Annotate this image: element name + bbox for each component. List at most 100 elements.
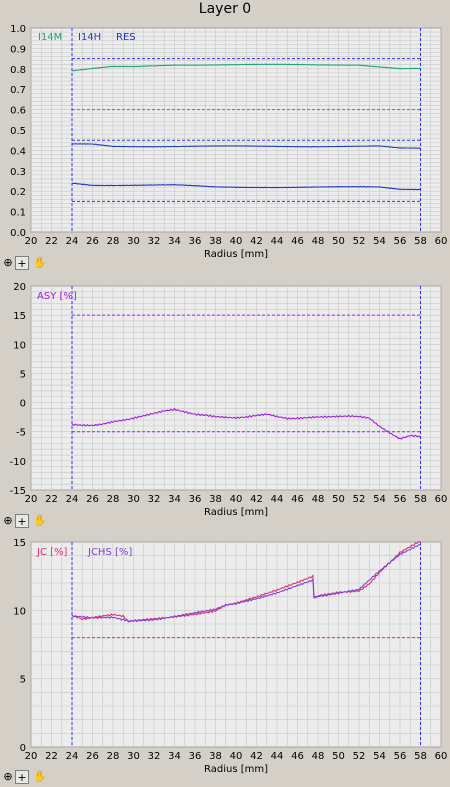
crosshair-icon[interactable]: + bbox=[15, 770, 29, 784]
x-tick-label: 44 bbox=[271, 236, 284, 247]
x-tick-label: 50 bbox=[332, 751, 345, 762]
x-tick-label: 34 bbox=[168, 236, 181, 247]
x-tick-label: 24 bbox=[66, 494, 79, 505]
x-tick-label: 26 bbox=[86, 751, 99, 762]
y-tick-label: 0.5 bbox=[10, 126, 26, 137]
x-tick-label: 60 bbox=[435, 494, 448, 505]
series-line-asy bbox=[71, 407, 421, 440]
x-tick-label: 58 bbox=[414, 494, 427, 505]
x-tick-label: 42 bbox=[250, 494, 263, 505]
legend-entry: JCHS [%] bbox=[87, 547, 132, 558]
chart-middle: 20 22 24 26 28 30 32 34 36 38 40 42 44 46 48 50 52 54 56 58… bbox=[10, 282, 448, 518]
y-tick-label: 0.2 bbox=[10, 187, 26, 198]
x-tick-label: 20 bbox=[25, 494, 38, 505]
legend-entry: RES bbox=[116, 32, 136, 43]
toolbar-bottom: ⊕ + ✋ bbox=[0, 769, 52, 785]
y-tick-label: 0.1 bbox=[10, 208, 26, 219]
y-tick-label: 0.4 bbox=[10, 146, 26, 157]
series-line-jchs bbox=[71, 544, 421, 623]
x-tick-label: 48 bbox=[312, 236, 325, 247]
y-tick-label: 5 bbox=[20, 369, 26, 380]
hand-icon[interactable]: ✋ bbox=[33, 514, 47, 527]
y-tick-label: 0.6 bbox=[10, 106, 26, 117]
x-tick-label: 22 bbox=[45, 494, 58, 505]
toolbar-middle: ⊕ + ✋ bbox=[0, 513, 52, 529]
x-tick-label: 46 bbox=[291, 494, 304, 505]
x-tick-label: 52 bbox=[353, 751, 366, 762]
x-tick-label: 20 bbox=[25, 751, 38, 762]
y-tick-label: 5 bbox=[20, 675, 26, 686]
y-tick-label: 0 bbox=[20, 743, 26, 754]
chart-bottom: 20 22 24 26 28 30 32 34 36 38 40 42 44 46 48 50 52 54 56 58… bbox=[13, 538, 447, 775]
x-tick-label: 24 bbox=[66, 236, 79, 247]
x-tick-label: 54 bbox=[373, 236, 386, 247]
zoom-icon[interactable]: ⊕ bbox=[3, 256, 13, 269]
x-tick-label: 32 bbox=[148, 494, 161, 505]
x-tick-label: 28 bbox=[107, 751, 120, 762]
series-line-i14h bbox=[71, 143, 421, 149]
crosshair-icon[interactable]: + bbox=[15, 256, 29, 270]
x-tick-label: 56 bbox=[394, 236, 407, 247]
panel-middle: 20 22 24 26 28 30 32 34 36 38 40 42 44 46 48 50 52 54 56 58… bbox=[0, 278, 450, 528]
zoom-icon[interactable]: ⊕ bbox=[3, 770, 13, 783]
x-tick-label: 36 bbox=[189, 236, 202, 247]
y-tick-label: 15 bbox=[13, 311, 26, 322]
x-tick-label: 44 bbox=[271, 494, 284, 505]
x-axis-label: Radius [mm] bbox=[204, 249, 268, 260]
x-tick-label: 36 bbox=[189, 751, 202, 762]
series-line-i14m bbox=[71, 63, 421, 72]
x-tick-label: 58 bbox=[414, 751, 427, 762]
y-tick-label: -15 bbox=[10, 486, 26, 497]
y-tick-label: 0.0 bbox=[10, 228, 26, 239]
chart-top: 20 22 24 26 28 30 32 34 36 38 40 42 44 46 48 50 52 54 56 58… bbox=[10, 24, 447, 260]
y-tick-label: 0.8 bbox=[10, 65, 26, 76]
x-tick-label: 56 bbox=[394, 494, 407, 505]
x-tick-label: 26 bbox=[86, 494, 99, 505]
x-tick-label: 56 bbox=[394, 751, 407, 762]
x-tick-label: 20 bbox=[25, 236, 38, 247]
x-tick-label: 46 bbox=[291, 751, 304, 762]
y-tick-label: 15 bbox=[13, 538, 26, 549]
y-tick-label: -10 bbox=[10, 457, 26, 468]
x-tick-label: 28 bbox=[107, 236, 120, 247]
x-tick-label: 36 bbox=[189, 494, 202, 505]
hand-icon[interactable]: ✋ bbox=[33, 770, 47, 783]
x-tick-label: 42 bbox=[250, 751, 263, 762]
x-axis-label: Radius [mm] bbox=[204, 507, 268, 518]
legend-entry: JC [%] bbox=[36, 547, 68, 558]
x-tick-label: 38 bbox=[209, 236, 222, 247]
x-tick-label: 26 bbox=[86, 236, 99, 247]
y-tick-label: 10 bbox=[13, 606, 26, 617]
x-tick-label: 28 bbox=[107, 494, 120, 505]
y-tick-label: 0.9 bbox=[10, 44, 26, 55]
x-tick-label: 48 bbox=[312, 751, 325, 762]
toolbar-top: ⊕ + ✋ bbox=[0, 255, 52, 271]
zoom-icon[interactable]: ⊕ bbox=[3, 514, 13, 527]
x-tick-label: 34 bbox=[168, 751, 181, 762]
y-tick-label: 0 bbox=[20, 399, 26, 410]
x-axis-label: Radius [mm] bbox=[204, 764, 268, 775]
x-tick-label: 22 bbox=[45, 236, 58, 247]
x-tick-label: 58 bbox=[414, 236, 427, 247]
x-tick-label: 40 bbox=[230, 494, 243, 505]
x-tick-label: 50 bbox=[332, 494, 345, 505]
crosshair-icon[interactable]: + bbox=[15, 514, 29, 528]
legend-entry: I14M bbox=[38, 32, 62, 43]
x-tick-label: 50 bbox=[332, 236, 345, 247]
y-tick-label: 0.7 bbox=[10, 85, 26, 96]
x-tick-label: 38 bbox=[209, 494, 222, 505]
y-tick-label: 0.3 bbox=[10, 167, 26, 178]
x-tick-label: 40 bbox=[230, 236, 243, 247]
chart-window-title: Layer 0 bbox=[198, 1, 252, 17]
y-tick-label: 10 bbox=[13, 340, 26, 351]
x-tick-label: 40 bbox=[230, 751, 243, 762]
x-tick-label: 48 bbox=[312, 494, 325, 505]
y-tick-label: 20 bbox=[13, 282, 26, 293]
x-tick-label: 54 bbox=[373, 751, 386, 762]
y-tick-label: -5 bbox=[16, 428, 26, 439]
y-tick-label: 1.0 bbox=[10, 24, 26, 35]
x-tick-label: 54 bbox=[373, 494, 386, 505]
x-tick-label: 44 bbox=[271, 751, 284, 762]
legend-entry: ASY [%] bbox=[37, 291, 77, 302]
hand-icon[interactable]: ✋ bbox=[33, 256, 47, 269]
